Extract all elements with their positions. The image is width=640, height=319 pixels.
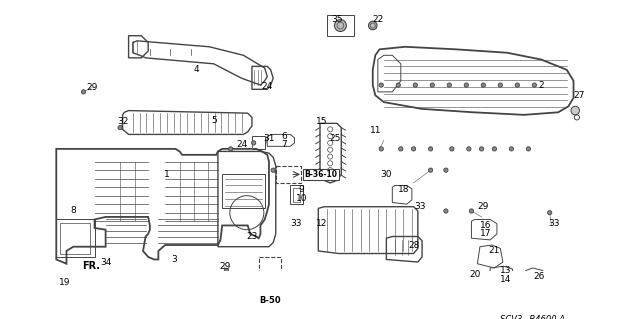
- Circle shape: [469, 209, 474, 213]
- Text: 26: 26: [533, 272, 545, 281]
- Circle shape: [379, 83, 383, 87]
- Circle shape: [481, 83, 486, 87]
- Circle shape: [571, 106, 579, 115]
- Circle shape: [515, 83, 520, 87]
- Circle shape: [428, 168, 433, 172]
- Circle shape: [450, 147, 454, 151]
- Text: 29: 29: [219, 262, 230, 271]
- Circle shape: [399, 147, 403, 151]
- Circle shape: [228, 147, 233, 151]
- Circle shape: [467, 147, 471, 151]
- Text: 29: 29: [477, 202, 489, 211]
- Circle shape: [271, 168, 275, 172]
- Circle shape: [464, 83, 468, 87]
- Text: 19: 19: [59, 278, 70, 287]
- Text: 1: 1: [164, 170, 170, 179]
- Text: 11: 11: [369, 126, 381, 135]
- Text: 28: 28: [408, 241, 419, 249]
- Text: 21: 21: [489, 247, 500, 256]
- Text: 16: 16: [480, 221, 492, 230]
- Text: 2: 2: [538, 81, 544, 90]
- Text: 12: 12: [316, 219, 328, 228]
- Text: 18: 18: [397, 185, 409, 194]
- FancyBboxPatch shape: [303, 169, 339, 180]
- Circle shape: [430, 83, 435, 87]
- Text: 33: 33: [291, 219, 302, 228]
- Text: B-50: B-50: [259, 296, 280, 305]
- Text: 15: 15: [316, 117, 328, 126]
- Text: SCV3−B4600 A: SCV3−B4600 A: [500, 315, 565, 319]
- Text: 8: 8: [70, 206, 76, 215]
- Text: 27: 27: [574, 91, 585, 100]
- Text: 6: 6: [282, 132, 287, 141]
- Circle shape: [428, 147, 433, 151]
- Circle shape: [526, 147, 531, 151]
- Text: 7: 7: [282, 140, 287, 149]
- Text: 13: 13: [500, 266, 511, 275]
- Circle shape: [369, 21, 377, 30]
- Text: 20: 20: [469, 270, 481, 279]
- Circle shape: [413, 83, 417, 87]
- Circle shape: [335, 19, 346, 32]
- Circle shape: [444, 209, 448, 213]
- Circle shape: [81, 90, 86, 94]
- Text: 34: 34: [100, 257, 111, 266]
- Circle shape: [396, 83, 401, 87]
- Circle shape: [224, 268, 228, 273]
- Circle shape: [252, 141, 256, 145]
- Circle shape: [548, 211, 552, 215]
- Circle shape: [412, 147, 416, 151]
- Circle shape: [498, 83, 502, 87]
- Text: 14: 14: [500, 275, 511, 284]
- Circle shape: [447, 83, 451, 87]
- Text: 33: 33: [548, 219, 560, 228]
- Text: 5: 5: [211, 116, 216, 125]
- Circle shape: [479, 147, 484, 151]
- Circle shape: [118, 125, 122, 130]
- Text: 9: 9: [298, 185, 304, 194]
- Circle shape: [379, 147, 383, 151]
- Text: 23: 23: [246, 232, 258, 241]
- Text: 3: 3: [171, 255, 177, 264]
- Text: 31: 31: [263, 134, 275, 143]
- Circle shape: [509, 147, 513, 151]
- Text: 22: 22: [372, 15, 383, 24]
- Text: 17: 17: [480, 229, 492, 238]
- Text: 35: 35: [332, 15, 343, 24]
- Text: 33: 33: [415, 202, 426, 211]
- Circle shape: [444, 168, 448, 172]
- Text: 30: 30: [381, 170, 392, 179]
- Text: 25: 25: [330, 134, 341, 143]
- Text: 32: 32: [117, 117, 129, 126]
- Text: 4: 4: [194, 65, 200, 74]
- Text: 10: 10: [296, 194, 307, 203]
- Circle shape: [532, 83, 536, 87]
- Text: 29: 29: [86, 83, 98, 92]
- Text: FR.: FR.: [82, 261, 100, 271]
- Circle shape: [492, 147, 497, 151]
- Text: 24: 24: [236, 140, 247, 149]
- Text: 24: 24: [262, 82, 273, 91]
- Text: B-36-10: B-36-10: [305, 170, 337, 179]
